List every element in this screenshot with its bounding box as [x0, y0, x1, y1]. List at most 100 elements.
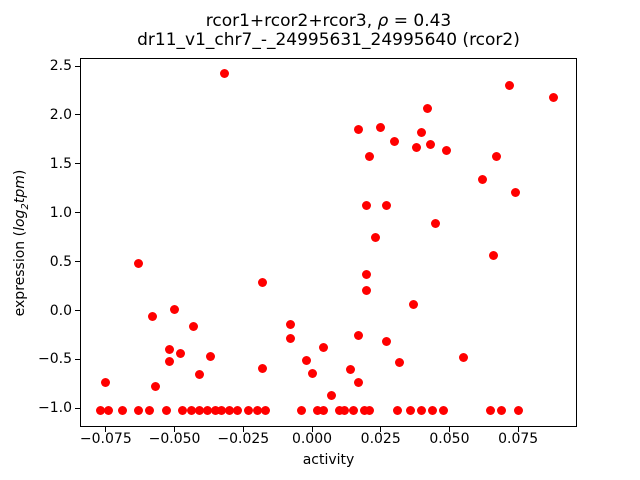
y-tick-label: −1.0	[38, 400, 72, 417]
data-point	[252, 405, 262, 415]
title-text-pre: rcor1+rcor2+rcor3,	[205, 11, 378, 31]
data-point	[362, 201, 372, 211]
x-tick-label: −0.025	[217, 431, 270, 447]
data-point	[458, 352, 468, 362]
y-tick-mark	[75, 358, 80, 360]
data-point	[362, 286, 372, 296]
data-point	[488, 251, 498, 261]
data-point	[318, 343, 328, 353]
y-tick-label: 1.0	[49, 204, 72, 221]
data-point	[326, 391, 336, 401]
data-point	[134, 405, 144, 415]
data-point	[307, 368, 317, 378]
data-point	[258, 363, 268, 373]
data-point	[145, 405, 155, 415]
y-tick-mark	[75, 65, 80, 67]
data-point	[175, 349, 185, 359]
data-point	[313, 405, 322, 415]
data-point	[389, 136, 399, 146]
title-text-post: = 0.43	[388, 11, 452, 31]
chart-title-line2: dr11_v1_chr7_-_24995631_24995640 (rcor2)	[137, 30, 520, 50]
x-tick-mark	[105, 427, 107, 432]
data-point	[104, 405, 114, 415]
data-point	[150, 382, 160, 392]
data-point	[409, 300, 419, 310]
data-point	[376, 123, 386, 133]
ylabel-log: log	[12, 209, 28, 231]
data-point	[417, 128, 427, 138]
chart-title: rcor1+rcor2+rcor3, ρ = 0.43 dr11_v1_chr7…	[80, 12, 577, 50]
data-point	[354, 331, 364, 341]
data-point	[117, 405, 127, 415]
data-point	[334, 405, 344, 415]
data-point	[233, 405, 243, 415]
data-point	[170, 305, 180, 315]
plot-area	[80, 58, 577, 427]
data-point	[318, 405, 328, 415]
data-point	[219, 69, 229, 79]
title-rho-symbol: ρ	[377, 11, 389, 31]
data-point	[365, 405, 375, 415]
y-tick-mark	[75, 261, 80, 263]
data-point	[422, 103, 432, 113]
data-point	[161, 405, 171, 415]
data-point	[370, 232, 380, 242]
x-tick-mark	[448, 427, 450, 432]
data-point	[497, 405, 507, 415]
x-tick-mark	[242, 427, 244, 432]
y-tick-label: 1.5	[49, 155, 72, 172]
y-axis-label: expression (log2tpm)	[10, 93, 31, 393]
x-tick-label: 0.075	[498, 431, 539, 447]
y-tick-mark	[75, 163, 80, 165]
data-point	[225, 405, 235, 415]
data-point	[203, 405, 213, 415]
x-tick-label: −0.050	[148, 431, 201, 447]
chart-title-line1: rcor1+rcor2+rcor3, ρ = 0.43	[80, 12, 577, 31]
data-point	[302, 355, 311, 365]
y-tick-label: 2.5	[49, 58, 72, 75]
data-point	[406, 405, 416, 415]
data-point	[505, 81, 515, 91]
x-tick-label: 0.000	[291, 431, 333, 447]
y-tick-label: −0.5	[38, 351, 72, 368]
data-point	[513, 405, 523, 415]
data-point	[549, 92, 559, 102]
data-point	[365, 152, 375, 162]
data-point	[345, 364, 355, 374]
data-point	[439, 405, 449, 415]
ylabel-prefix: expression (	[12, 230, 28, 317]
x-tick-label: 0.025	[360, 431, 401, 447]
data-point	[164, 345, 174, 355]
data-point	[216, 405, 226, 415]
y-tick-mark	[75, 212, 80, 214]
data-point	[211, 405, 221, 415]
y-tick-mark	[75, 310, 80, 312]
ylabel-suffix: )	[12, 169, 28, 176]
data-point	[392, 405, 402, 415]
data-point	[296, 405, 306, 415]
data-point	[381, 201, 391, 211]
data-point	[442, 145, 452, 155]
y-tick-mark	[75, 407, 80, 409]
data-point	[134, 259, 144, 269]
data-point	[428, 405, 438, 415]
ylabel-tpm: tpm	[12, 175, 28, 204]
x-tick-label: 0.050	[429, 431, 470, 447]
x-tick-mark	[517, 427, 519, 432]
y-tick-label: 0.5	[49, 253, 72, 270]
data-point	[477, 174, 487, 184]
x-tick-mark	[311, 427, 313, 432]
data-point	[431, 218, 441, 228]
data-point	[425, 139, 435, 149]
data-point	[194, 369, 204, 379]
data-point	[258, 277, 268, 287]
ylabel-subscript: 2	[19, 203, 31, 210]
data-point	[148, 311, 158, 321]
data-point	[417, 405, 427, 415]
y-tick-label: 0.0	[49, 302, 72, 319]
x-tick-label: −0.075	[79, 431, 132, 447]
y-tick-label: 2.0	[49, 106, 72, 123]
data-point	[348, 405, 358, 415]
data-point	[359, 405, 369, 415]
